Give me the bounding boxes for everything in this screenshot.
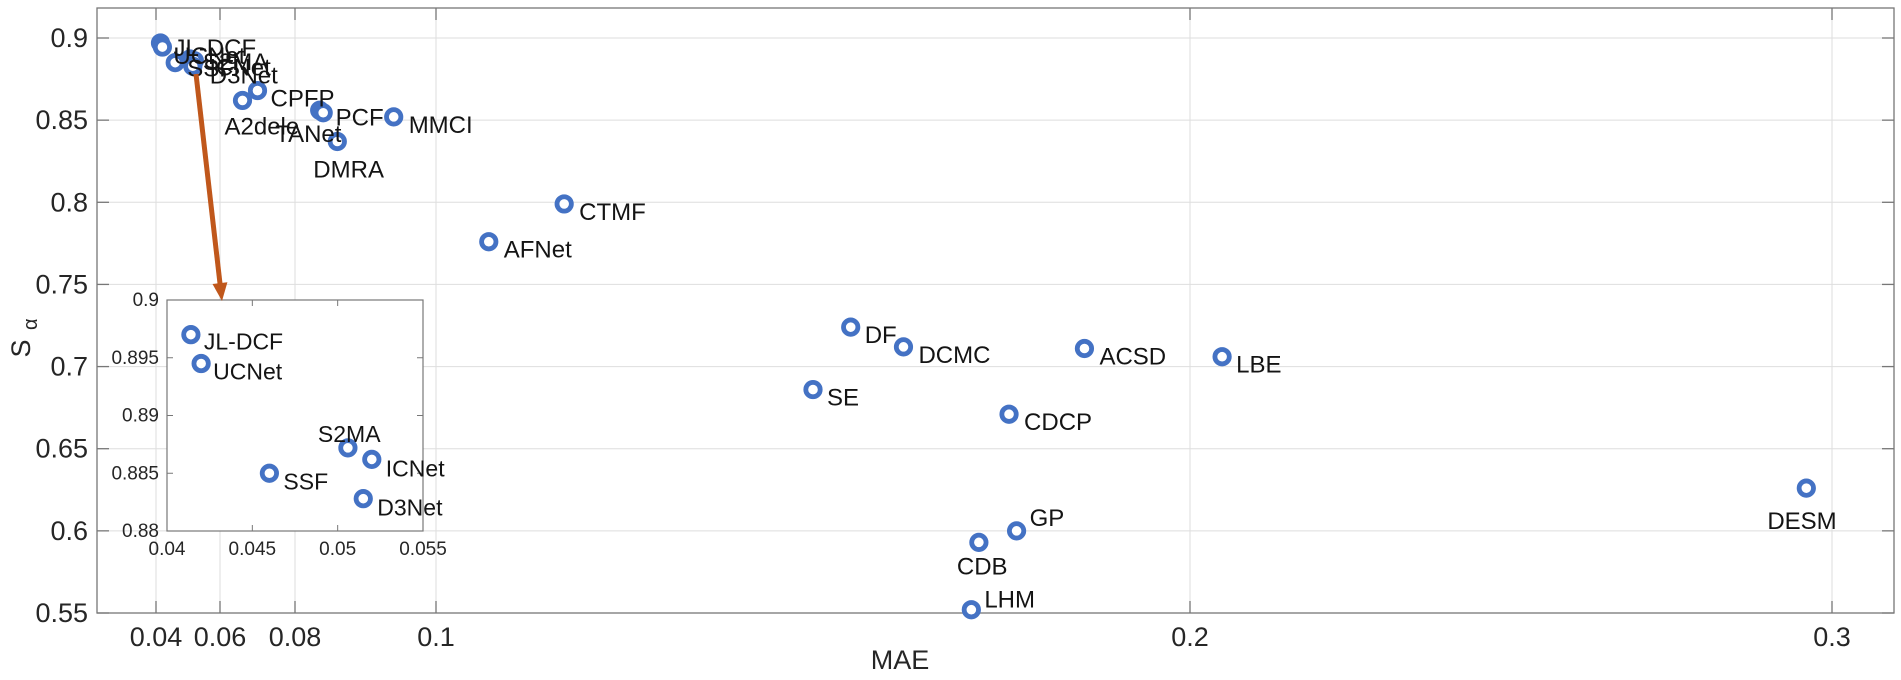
point-marker-desm (1796, 478, 1816, 498)
y-tick-label: 0.75 (35, 269, 88, 299)
y-axis-label: S α (6, 318, 42, 357)
y-tick-label: 0.6 (50, 516, 88, 546)
point-marker-inset-jl-dcf (181, 325, 201, 345)
point-marker-mmci (384, 107, 404, 127)
y-axis-label-main: S (6, 340, 36, 358)
inset-x-tick-label: 0.055 (399, 539, 447, 560)
x-tick-label: 0.04 (130, 622, 183, 652)
inset-y-tick-label: 0.88 (122, 521, 159, 542)
inset-point-label-d3net: D3Net (377, 495, 443, 521)
point-label-df: DF (865, 322, 897, 349)
y-tick-label: 0.9 (50, 23, 88, 53)
inset-y-tick-label: 0.885 (111, 463, 159, 484)
y-axis-label-subscript: α (20, 318, 42, 330)
arrow-shaft (193, 73, 224, 291)
point-label-dmra: DMRA (313, 157, 384, 184)
point-label-desm: DESM (1767, 508, 1836, 535)
point-marker-lhm (961, 600, 981, 620)
point-marker-cpfp (247, 80, 268, 101)
inset-x-tick-label: 0.05 (319, 539, 356, 560)
point-label-lhm: LHM (984, 587, 1035, 614)
point-marker-d3net (183, 56, 203, 76)
point-marker-df (841, 317, 861, 337)
point-marker-afnet (479, 232, 499, 252)
point-label-se: SE (827, 385, 859, 412)
point-marker-gp (1006, 521, 1027, 541)
point-marker-ctmf (554, 194, 574, 214)
point-label-cdb: CDB (957, 553, 1008, 580)
x-tick-label: 0.2 (1171, 622, 1209, 652)
inset-background (166, 299, 424, 532)
point-marker-lbe (1212, 347, 1232, 367)
point-label-cdcp: CDCP (1024, 409, 1092, 436)
inset-point-label-icnet: ICNet (386, 455, 445, 481)
point-marker-inset-icnet (362, 449, 382, 469)
point-label-jl-dcf: JL-DCF (173, 35, 256, 62)
point-marker-ucnet (152, 37, 172, 57)
point-marker-a2dele (232, 90, 253, 111)
main-axis-tick-labels: 0.04 0.06 0.08 0.1 0.2 0.3 0.9 0.85 0.8 0.75 0.7 0.… (35, 23, 1850, 652)
x-tick-label: 0.06 (194, 622, 247, 652)
point-marker-se (803, 379, 823, 400)
inset-point-label-ucnet: UCNet (213, 359, 283, 385)
point-label-cpfp: CPFP (271, 86, 335, 113)
point-marker-cdcp (999, 404, 1019, 424)
point-label-icnet: ICNet (209, 55, 271, 82)
point-marker-inset-d3net (353, 489, 373, 509)
point-label-ctmf: CTMF (579, 199, 646, 226)
point-label-acsd: ACSD (1099, 344, 1166, 371)
point-label-pcf: PCF (336, 104, 384, 131)
inset-y-tick-label: 0.9 (133, 290, 159, 311)
point-marker-acsd (1074, 338, 1095, 359)
inset-x-tick-label: 0.045 (229, 539, 277, 560)
point-label-ucnet: UCNet (173, 43, 245, 70)
inset-x-tick-label: 0.04 (149, 539, 186, 560)
x-axis-label: MAE (871, 645, 930, 675)
inset-y-tick-label: 0.895 (111, 348, 159, 369)
zoom-arrow (193, 73, 228, 301)
point-marker-tanet (313, 103, 333, 123)
data-points (150, 33, 1816, 620)
point-label-afnet: AFNet (504, 237, 572, 264)
point-label-d3net: D3Net (210, 62, 278, 89)
zoom-inset: 0.04 0.045 0.05 0.055 0.9 0.895 0.89 0.885 0.88 J… (111, 290, 446, 560)
point-label-tanet: TANet (275, 121, 342, 148)
point-marker-dmra (327, 131, 347, 152)
point-label-mmci: MMCI (409, 112, 473, 139)
arrow-head (212, 282, 228, 301)
y-tick-label: 0.7 (50, 352, 88, 382)
x-tick-label: 0.3 (1813, 622, 1851, 652)
point-label-a2dele: A2dele (225, 113, 300, 140)
point-marker-dcmc (893, 337, 914, 357)
y-tick-label: 0.65 (35, 434, 88, 464)
x-tick-label: 0.1 (417, 622, 455, 652)
point-marker-inset-ucnet (191, 353, 211, 374)
point-label-s2ma: S2MA (203, 49, 268, 76)
y-tick-label: 0.85 (35, 105, 88, 135)
plot-border (96, 7, 1895, 614)
point-marker-cdb (969, 532, 989, 552)
point-label-lbe: LBE (1236, 352, 1281, 379)
main-axis-ticks (97, 8, 1894, 614)
inset-point-label-ssf: SSF (283, 468, 328, 494)
point-marker-inset-s2ma (338, 438, 358, 458)
inset-y-tick-label: 0.89 (122, 406, 159, 427)
inset-point-label-s2ma: S2MA (318, 421, 381, 447)
y-tick-label: 0.8 (50, 187, 88, 217)
x-tick-label: 0.08 (269, 622, 322, 652)
point-label-gp: GP (1030, 505, 1065, 532)
main-axis-box (96, 7, 1895, 614)
y-tick-label: 0.55 (35, 598, 88, 628)
point-marker-inset-ssf (259, 463, 279, 483)
inset-point-label-jl-dcf: JL-DCF (204, 329, 283, 355)
point-label-dcmc: DCMC (918, 342, 990, 369)
